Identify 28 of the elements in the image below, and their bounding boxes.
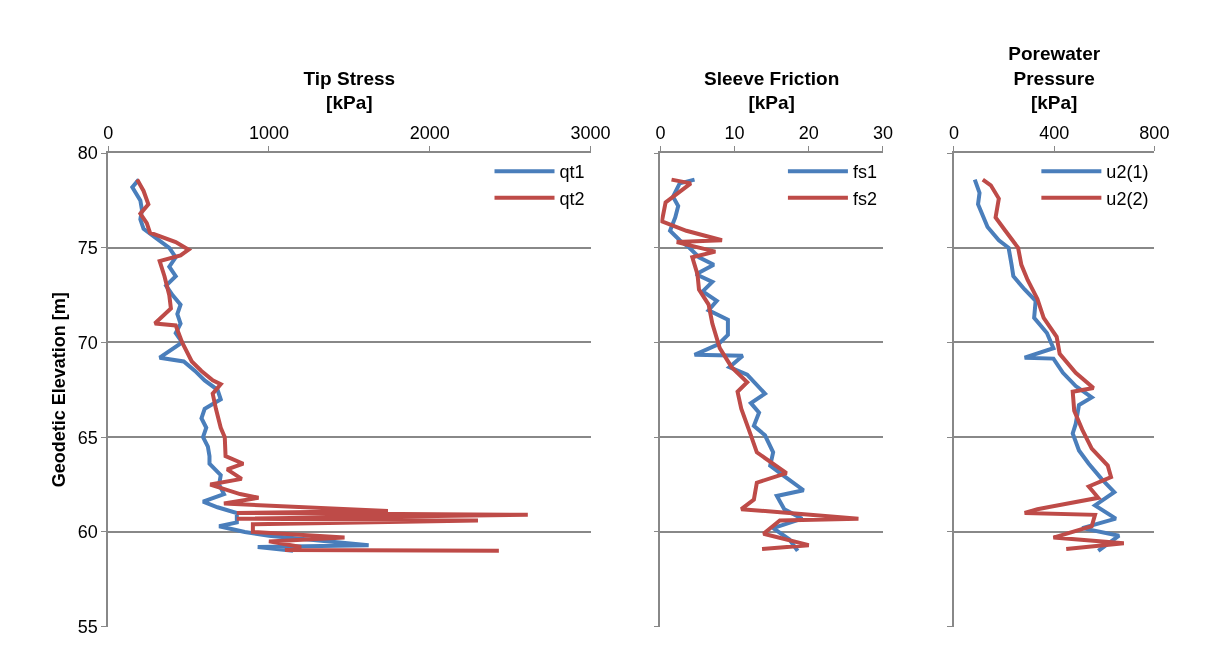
x-tick-label: 30 [872,123,893,144]
y-tick-label: 70 [77,332,98,353]
x-tick-label: 0 [948,123,959,144]
x-tick-label: 3000 [570,123,611,144]
x-tick-label: 0 [103,123,114,144]
x-tick-label: 2000 [409,123,450,144]
y-tick-label: 60 [77,522,98,543]
x-axis-title: Porewater Pressure [kPa] [1008,43,1101,114]
legend-label: u2(2) [1106,188,1149,209]
legend-label: u2(1) [1106,162,1149,183]
x-axis-title: Sleeve Friction [kPa] [704,67,840,114]
line-series [135,177,530,553]
legend-label: qt1 [559,162,585,183]
y-tick-label: 75 [77,238,98,259]
x-tick-label: 0 [655,123,666,144]
y-tick-label: 55 [77,616,98,637]
x-axis-title: Tip Stress [kPa] [303,67,396,114]
x-tick-label: 20 [798,123,819,144]
x-tick-label: 10 [724,123,745,144]
legend-label: qt2 [559,188,585,209]
x-tick-label: 800 [1139,123,1170,144]
x-tick-label: 1000 [248,123,289,144]
x-tick-label: 400 [1039,123,1070,144]
y-tick-label: 80 [77,143,98,164]
y-axis-title: Geodetic Elevation [m] [48,292,69,488]
legend-label: fs1 [852,162,877,183]
y-tick-label: 65 [77,427,98,448]
legend-label: fs2 [852,188,877,209]
